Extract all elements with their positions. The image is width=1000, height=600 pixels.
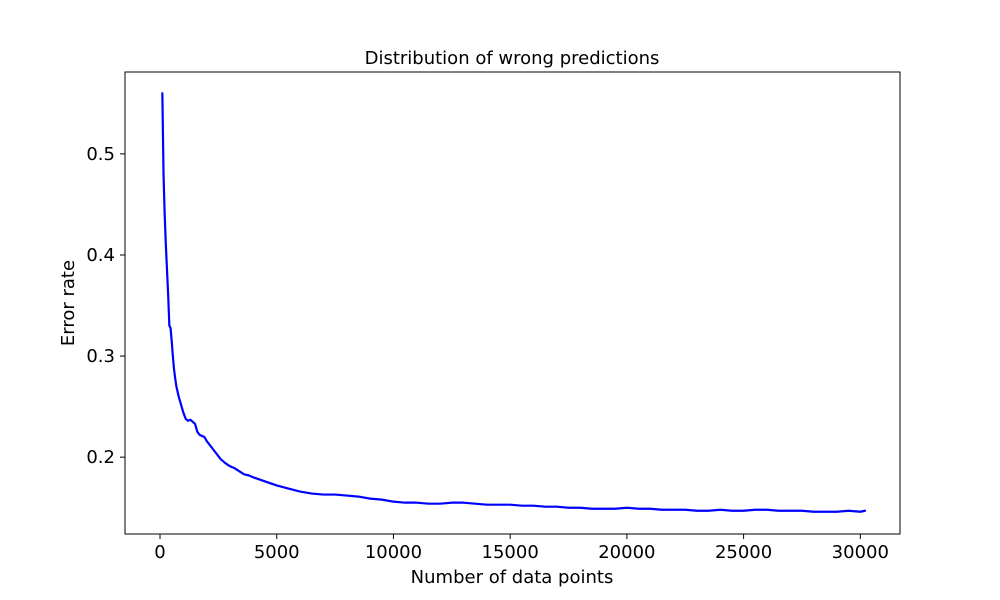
y-tick-label: 0.3: [86, 346, 115, 367]
x-tick-label: 15000: [482, 542, 539, 563]
x-tick-label: 5000: [254, 542, 300, 563]
x-tick-label: 0: [154, 542, 165, 563]
y-axis-ticks: 0.2 0.3 0.4 0.5: [86, 144, 125, 468]
x-axis-ticks: 0 5000 10000 15000 20000 25000 30000: [154, 534, 889, 563]
chart-title: Distribution of wrong predictions: [365, 48, 660, 69]
x-axis-label: Number of data points: [411, 567, 614, 588]
y-axis-label: Error rate: [58, 260, 79, 346]
y-tick-label: 0.5: [86, 144, 115, 165]
x-tick-label: 30000: [832, 542, 889, 563]
series-line-0: [161, 92, 867, 513]
plot-area: [161, 92, 867, 513]
y-tick-label: 0.2: [86, 447, 115, 468]
y-tick-label: 0.4: [86, 245, 115, 266]
plot-frame: [124, 71, 901, 535]
x-tick-label: 25000: [715, 542, 772, 563]
x-tick-label: 20000: [598, 542, 655, 563]
x-tick-label: 10000: [365, 542, 422, 563]
